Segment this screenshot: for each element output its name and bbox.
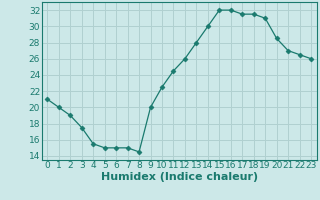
X-axis label: Humidex (Indice chaleur): Humidex (Indice chaleur) xyxy=(100,172,258,182)
